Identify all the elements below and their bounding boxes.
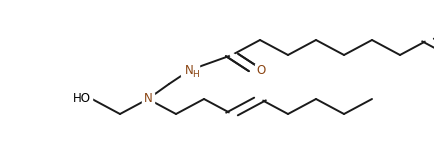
Bar xyxy=(181,64,198,76)
Text: N: N xyxy=(184,64,193,76)
Text: O: O xyxy=(256,64,265,76)
Text: N: N xyxy=(143,93,152,105)
Text: HO: HO xyxy=(73,93,91,105)
Bar xyxy=(254,64,266,76)
Bar xyxy=(141,93,154,105)
Bar xyxy=(72,93,92,105)
Text: H: H xyxy=(192,69,199,78)
